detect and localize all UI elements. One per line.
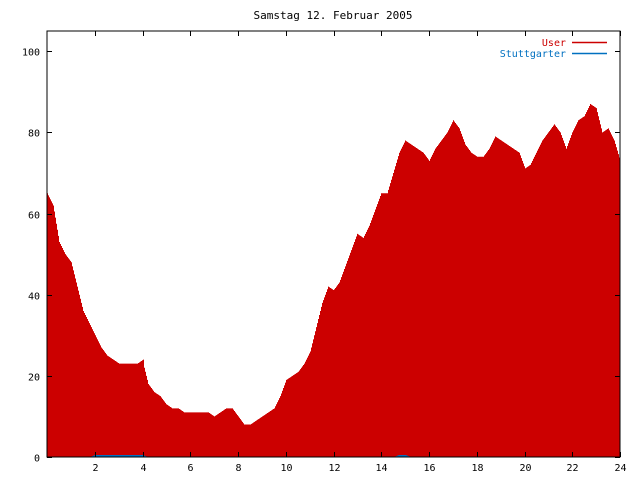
x-tick-label: 12 [328,463,340,474]
legend-label: User [542,38,566,49]
plot-frame [46,30,621,458]
y-tick-label: 0 [34,454,40,465]
x-tick-label: 8 [235,463,241,474]
x-tick-label: 14 [375,463,387,474]
x-tick-label: 2 [92,463,98,474]
y-tick-label: 60 [28,211,40,222]
y-tick-label: 100 [22,48,40,59]
x-tick-label: 22 [566,463,578,474]
bars-layer [47,104,620,457]
y-tick-label: 20 [28,373,40,384]
x-tick-label: 18 [471,463,483,474]
x-tick-label: 24 [614,463,626,474]
x-tick-label: 10 [280,463,292,474]
legend-label: Stuttgarter [500,49,566,60]
chart-title: Samstag 12. Februar 2005 [254,9,413,22]
y-tick-label: 40 [28,292,40,303]
y-tick-label: 80 [28,129,40,140]
x-tick-label: 16 [423,463,435,474]
x-tick-label: 6 [187,463,193,474]
x-tick-label: 4 [140,463,146,474]
x-tick-label: 20 [519,463,531,474]
